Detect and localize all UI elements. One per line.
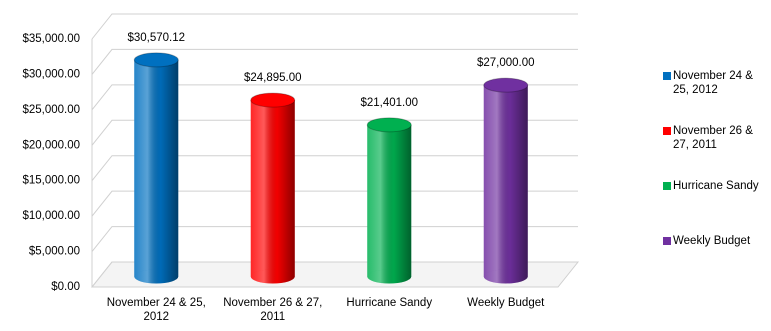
y-tick-label: $15,000.00	[22, 175, 80, 187]
legend-label: November 24 & 25, 2012	[673, 70, 753, 96]
grid-line	[91, 155, 578, 182]
y-tick-label: $5,000.00	[29, 246, 80, 258]
grid-line	[91, 84, 578, 111]
cylinder-shade	[367, 124, 412, 277]
value-label: $27,000.00	[477, 57, 535, 69]
legend-swatch	[663, 72, 671, 80]
y-tick-label: $30,000.00	[22, 68, 80, 80]
x-tick-label: November 26 & 27, 2011	[223, 297, 323, 323]
cylinder-shade	[483, 85, 528, 277]
grid-line	[91, 48, 578, 75]
grid-line	[91, 261, 578, 288]
cylinder-bottom-shade	[250, 269, 295, 284]
y-tick-label: $0.00	[51, 281, 80, 293]
legend-label: November 26 & 27, 2011	[673, 125, 753, 151]
legend-label: Weekly Budget	[673, 235, 751, 247]
cylinder-top	[483, 77, 529, 93]
cylinder-shade	[250, 100, 295, 277]
legend-swatch	[663, 127, 671, 135]
y-tick-label: $35,000.00	[22, 33, 80, 45]
legend-label: Hurricane Sandy	[673, 180, 759, 192]
value-label: $21,401.00	[360, 97, 418, 109]
y-tick-label: $10,000.00	[22, 210, 80, 222]
grid-line	[91, 190, 578, 217]
value-label: $24,895.00	[244, 72, 302, 84]
legend-item: November 24 & 25, 2012	[663, 69, 771, 97]
grid-line	[91, 13, 578, 40]
y-tick-label: $20,000.00	[22, 139, 80, 151]
cylinder-top	[133, 52, 179, 68]
cylinder	[133, 52, 179, 284]
cylinder-top	[366, 117, 412, 133]
legend-item: Weekly Budget	[663, 234, 771, 248]
x-tick-label: Hurricane Sandy	[346, 297, 433, 309]
x-tick-label: November 24 & 25, 2012	[106, 297, 206, 323]
legend-item: Hurricane Sandy	[663, 179, 771, 193]
value-label: $30,570.12	[127, 32, 185, 44]
cylinder-bottom-shade	[367, 269, 412, 284]
y-tick-label: $25,000.00	[22, 104, 80, 116]
cylinder-shade	[134, 59, 179, 277]
cylinder	[366, 117, 412, 284]
cylinder-bottom-shade	[134, 269, 179, 284]
cylinder	[483, 77, 529, 284]
cylinder-top	[250, 92, 296, 108]
cylinder-bottom-shade	[483, 269, 528, 284]
legend-swatch	[663, 182, 671, 190]
x-tick-label: Weekly Budget	[467, 297, 545, 309]
cylinder	[250, 92, 296, 284]
grid-line	[91, 226, 578, 252]
legend-swatch	[663, 237, 671, 245]
grid-line	[91, 119, 578, 146]
legend-item: November 26 & 27, 2011	[663, 124, 771, 152]
